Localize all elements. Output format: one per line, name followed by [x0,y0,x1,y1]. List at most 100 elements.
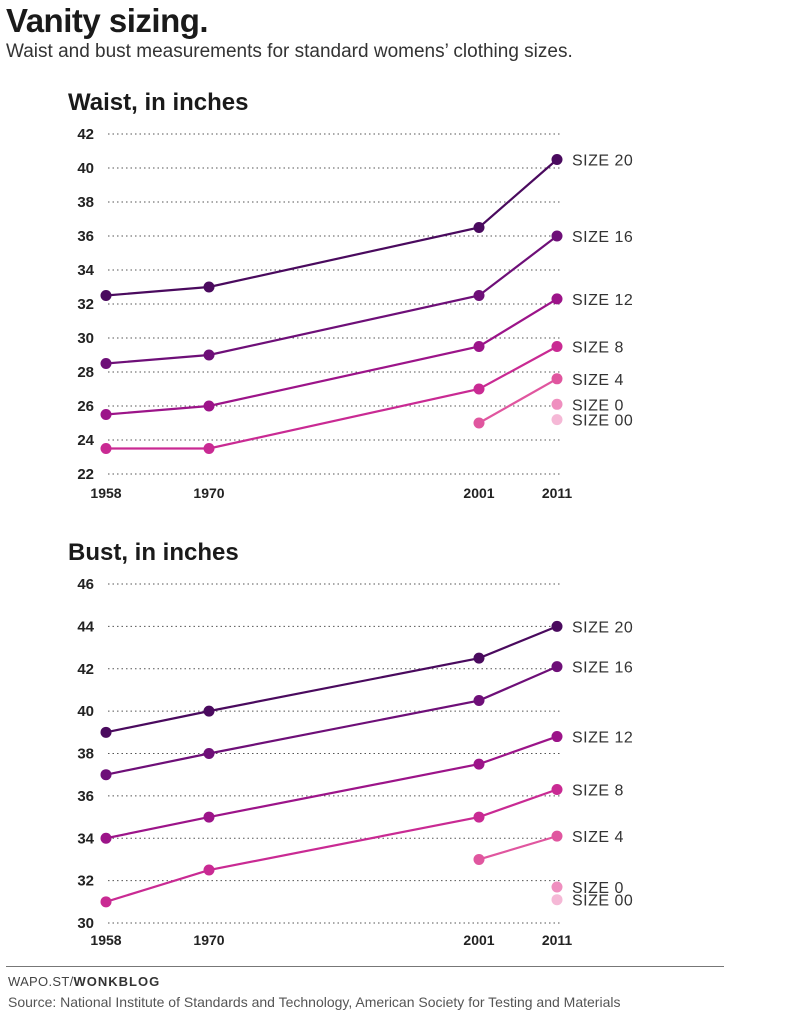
waist-data-point [473,417,485,429]
waist-series-size-4: SIZE 4 [473,372,624,429]
waist-data-point [551,373,563,385]
bust-series-line [105,735,558,840]
waist-data-point [100,409,112,420]
waist-x-tick-label: 2001 [463,485,494,501]
waist-data-point [203,443,215,454]
bust-data-point [551,894,563,906]
waist-data-point [473,341,485,352]
bust-x-tick-label: 1970 [193,932,224,948]
chart-subtitle: Waist and bust measurements for standard… [6,41,573,62]
bust-series-label: SIZE 0 [572,880,624,897]
credit-prefix: WAPO.ST/ [8,974,74,989]
bust-data-point [551,661,563,673]
waist-data-point [551,293,563,305]
waist-y-tick-label: 28 [77,364,94,381]
bust-series-label: SIZE 20 [572,619,633,636]
waist-data-point [551,154,563,165]
waist-data-point [203,400,215,412]
waist-data-point [551,341,563,352]
bust-series-size-8: SIZE 8 [100,783,624,908]
bust-y-tick-label: 38 [77,746,94,763]
bust-data-point [473,758,485,770]
bust-y-tick-label: 40 [77,703,94,720]
waist-series-line [106,345,558,450]
bust-data-point [473,652,485,664]
bust-y-tick-label: 42 [77,661,94,678]
bust-series-size-12: SIZE 12 [100,730,633,844]
waist-y-tick-label: 34 [77,262,94,279]
bust-data-point [551,881,563,893]
bust-series-line [478,835,558,861]
waist-y-tick-label: 26 [77,398,94,415]
waist-data-point [473,290,485,301]
waist-y-tick-label: 24 [77,432,94,449]
bust-data-point [551,830,563,842]
bust-series-size-20: SIZE 20 [100,619,633,738]
bust-data-point [203,811,215,823]
waist-y-tick-label: 40 [77,160,94,177]
bust-x-tick-label: 2001 [463,932,494,948]
bust-y-tick-label: 36 [77,788,94,805]
credit-brand: WONKBLOG [73,974,161,989]
bust-data-point [551,620,563,632]
bust-y-tick-label: 34 [77,830,94,847]
waist-data-point [100,358,112,369]
bust-data-point [203,864,215,876]
bust-chart: Bust, in inches 30 32 34 36 38 40 42 44 46 1958 197… [68,539,633,948]
waist-data-point [203,349,215,361]
waist-data-point [551,414,563,426]
bust-series-label: SIZE 12 [572,730,633,747]
waist-series-label: SIZE 16 [572,229,633,246]
bust-series-line [105,625,558,734]
bust-x-tick-label: 1958 [90,932,121,948]
waist-x-tick-label: 1958 [90,485,121,501]
waist-series-size-0: SIZE 0 [551,397,624,414]
chart-title: Vanity sizing. [6,2,209,39]
waist-series-label: SIZE 8 [572,340,624,357]
footer-divider [6,966,724,967]
waist-series-label: SIZE 0 [572,397,624,414]
waist-data-point [551,230,563,242]
bust-series-size-4: SIZE 4 [473,829,623,865]
waist-data-point [100,290,112,301]
waist-series-size-00: SIZE 00 [551,413,633,430]
waist-y-tick-label: 32 [77,296,94,313]
waist-series-label: SIZE 4 [572,372,624,389]
waist-series-size-20: SIZE 20 [100,153,633,301]
waist-y-tick-label: 30 [77,330,94,347]
waist-data-point [473,222,485,233]
waist-series-size-16: SIZE 16 [100,229,633,369]
bust-series-line [105,665,558,776]
bust-y-tick-label: 44 [77,618,94,635]
waist-series-line [105,235,558,365]
bust-data-point [100,769,112,781]
waist-data-point [551,398,563,410]
waist-series-line [105,158,558,297]
waist-series-label: SIZE 20 [572,153,633,170]
waist-data-point [100,443,112,454]
bust-data-point [100,726,112,738]
waist-y-tick-label: 42 [77,126,94,143]
footer-credit: WAPO.ST/WONKBLOG [8,974,160,989]
bust-data-point [551,784,563,796]
waist-series-line [478,377,558,424]
bust-series-size-00: SIZE 00 [551,893,633,910]
waist-y-tick-label: 36 [77,228,94,245]
bust-data-point [551,731,563,743]
bust-series-size-16: SIZE 16 [100,660,633,781]
bust-data-point [473,853,485,865]
bust-series-size-0: SIZE 0 [551,880,624,897]
bust-series-label: SIZE 8 [572,783,624,800]
waist-data-point [203,281,215,293]
bust-series-line [105,788,558,903]
waist-chart-title: Waist, in inches [68,89,248,116]
bust-y-tick-label: 32 [77,873,94,890]
waist-series-line [105,297,558,416]
waist-series-size-12: SIZE 12 [100,292,633,420]
bust-data-point [203,748,215,759]
waist-x-tick-label: 1970 [193,485,224,501]
bust-data-point [203,705,215,717]
waist-chart: Waist, in inches 22 24 26 28 30 32 34 36 38 40 42 19… [68,89,633,501]
waist-data-point [473,383,485,395]
waist-y-tick-label: 22 [77,466,94,483]
